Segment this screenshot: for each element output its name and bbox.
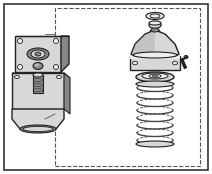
Ellipse shape [136,141,174,147]
Polygon shape [12,73,70,78]
Ellipse shape [149,22,161,29]
Ellipse shape [20,125,56,133]
Ellipse shape [184,56,188,58]
Bar [55,8,200,166]
Ellipse shape [136,81,174,87]
Ellipse shape [146,13,164,19]
Ellipse shape [35,52,41,56]
Ellipse shape [132,61,138,65]
Polygon shape [130,56,184,60]
Ellipse shape [149,21,161,25]
Ellipse shape [53,65,59,69]
Ellipse shape [14,76,20,78]
Bar [130,56,180,70]
Ellipse shape [136,72,174,82]
Ellipse shape [27,48,49,60]
Polygon shape [61,36,69,72]
Ellipse shape [33,78,43,81]
Polygon shape [64,73,70,114]
Ellipse shape [152,75,158,77]
Ellipse shape [57,76,61,78]
Polygon shape [131,30,179,56]
Ellipse shape [53,38,59,44]
Bar [15,36,61,72]
Ellipse shape [33,73,43,77]
Polygon shape [12,109,64,129]
Ellipse shape [133,52,177,58]
Bar [33,75,43,93]
Ellipse shape [151,28,159,32]
Ellipse shape [35,64,39,66]
Ellipse shape [31,50,45,58]
Polygon shape [131,30,155,56]
Ellipse shape [23,126,53,132]
Ellipse shape [150,30,160,34]
Ellipse shape [33,84,43,86]
Polygon shape [15,36,69,44]
Bar [12,73,64,109]
Ellipse shape [33,62,43,69]
Ellipse shape [142,73,168,79]
Ellipse shape [150,14,160,18]
Ellipse shape [149,74,161,78]
Ellipse shape [18,65,22,69]
Ellipse shape [18,38,22,44]
Ellipse shape [33,89,43,92]
Bar [130,56,180,59]
Ellipse shape [173,61,177,65]
